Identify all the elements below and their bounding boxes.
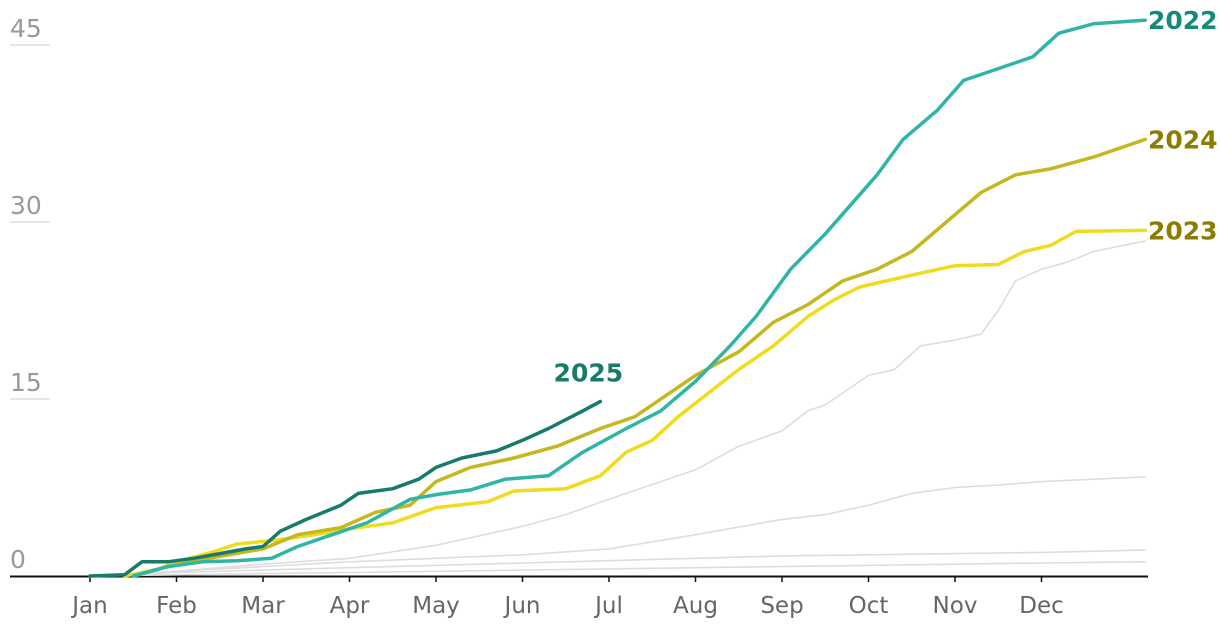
x-tick-label: Jan <box>70 593 107 619</box>
series-line-2022 <box>131 18 1148 578</box>
series-line-2025 <box>88 399 603 578</box>
series-lines <box>88 18 1148 578</box>
x-tick-label: May <box>412 593 460 619</box>
x-tick-label: Oct <box>849 593 889 619</box>
y-axis: 0 15 30 45 <box>10 14 50 574</box>
series-line-2023 <box>122 228 1148 578</box>
x-tick-label: Jun <box>503 593 541 619</box>
series-label-2024: 2024 <box>1148 125 1218 154</box>
series-line-other-year <box>89 549 1147 577</box>
x-tick-label: Nov <box>933 593 978 619</box>
x-tick-label: Dec <box>1019 593 1064 619</box>
x-tick-label: Jul <box>593 593 623 619</box>
series-label-2025: 2025 <box>554 358 624 387</box>
series-line-2024 <box>131 137 1148 578</box>
y-tick-label: 15 <box>10 368 42 397</box>
series-label-2023: 2023 <box>1148 216 1218 245</box>
x-axis: Jan Feb Mar Apr May Jun Jul Aug Sep Oct Nov Dec <box>10 575 1148 619</box>
x-tick-label: Feb <box>156 593 197 619</box>
x-tick-label: Mar <box>241 593 285 619</box>
y-tick-label: 30 <box>10 191 42 220</box>
x-tick-label: Apr <box>330 593 370 619</box>
series-line-other-year <box>89 240 1147 577</box>
series-labels: 2022 2024 2023 2025 <box>554 6 1218 387</box>
series-label-2022: 2022 <box>1148 6 1218 35</box>
series-line-other-year <box>89 476 1147 577</box>
y-tick-label: 45 <box>10 14 42 43</box>
x-tick-label: Sep <box>760 593 803 619</box>
x-tick-label: Aug <box>673 593 718 619</box>
y-tick-label: 0 <box>10 545 26 574</box>
series-line-other-year <box>89 561 1147 577</box>
